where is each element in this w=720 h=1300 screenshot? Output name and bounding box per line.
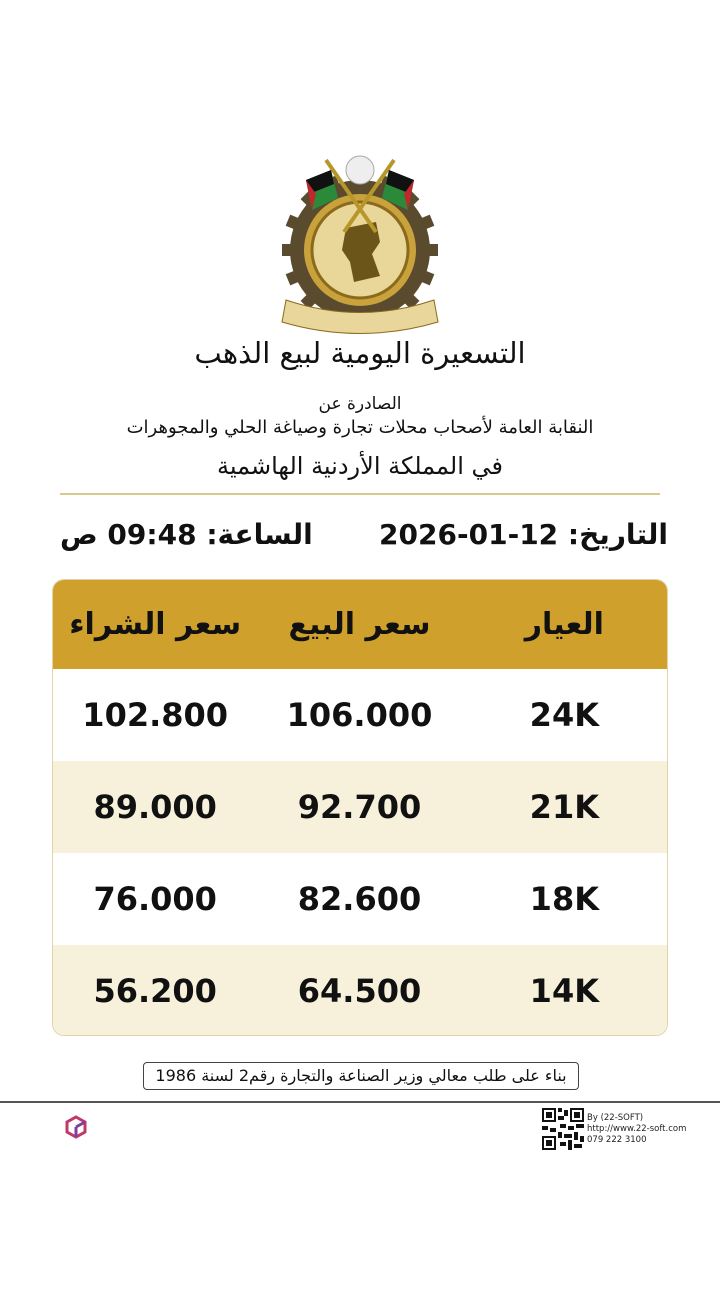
gear-tooth bbox=[416, 268, 435, 286]
buy-cell: 56.200 bbox=[93, 972, 217, 1010]
ministry-note: بناء على طلب معالي وزير الصناعة والتجارة… bbox=[143, 1062, 579, 1090]
date-label: التاريخ: bbox=[567, 518, 668, 551]
karat-cell: 24K bbox=[529, 696, 599, 734]
gear-tooth bbox=[282, 244, 296, 256]
developer-credit: By (22-SOFT) http://www.22-soft.com 079 … bbox=[587, 1113, 686, 1146]
divider bbox=[60, 493, 660, 495]
time-value: 09:48 ص bbox=[60, 518, 197, 551]
buy-cell: 102.800 bbox=[82, 696, 229, 734]
date-field: التاريخ: 12-01-2026 bbox=[379, 518, 668, 551]
table-row: 18K 82.600 76.000 bbox=[53, 853, 667, 945]
syndicate-logo bbox=[281, 155, 439, 334]
karat-cell: 21K bbox=[529, 788, 599, 826]
credit-by: By (22-SOFT) bbox=[587, 1113, 644, 1123]
gear-tooth bbox=[401, 291, 420, 310]
sell-cell: 106.000 bbox=[286, 696, 433, 734]
gear-tooth bbox=[424, 244, 438, 256]
gear-tooth bbox=[285, 214, 304, 232]
gear-tooth bbox=[300, 291, 319, 310]
footer-divider bbox=[0, 1101, 720, 1103]
table-row: 24K 106.000 102.800 bbox=[53, 669, 667, 761]
page-title: التسعيرة اليومية لبيع الذهب bbox=[194, 336, 526, 370]
header-buy: سعر الشراء bbox=[69, 607, 242, 642]
karat-cell: 14K bbox=[529, 972, 599, 1010]
country-name: في المملكة الأردنية الهاشمية bbox=[216, 452, 504, 480]
sell-cell: 64.500 bbox=[297, 972, 422, 1010]
gear-tooth bbox=[285, 268, 304, 286]
sell-cell: 92.700 bbox=[297, 788, 422, 826]
issued-by-label: الصادرة عن bbox=[318, 394, 402, 414]
time-field: الساعة: 09:48 ص bbox=[60, 518, 313, 551]
header-sell: سعر البيع bbox=[288, 607, 431, 642]
sell-cell: 82.600 bbox=[297, 880, 422, 918]
gear-tooth bbox=[416, 214, 435, 232]
header-karat: العيار bbox=[524, 607, 604, 642]
table-header: العيار سعر البيع سعر الشراء bbox=[53, 580, 667, 669]
price-table: العيار سعر البيع سعر الشراء 24K 106.000 … bbox=[52, 579, 668, 1036]
table-row: 14K 64.500 56.200 bbox=[53, 945, 667, 1035]
22soft-logo bbox=[65, 1115, 87, 1139]
buy-cell: 76.000 bbox=[93, 880, 217, 918]
qr-code-icon bbox=[542, 1108, 584, 1150]
karat-cell: 18K bbox=[529, 880, 599, 918]
credit-url[interactable]: http://www.22-soft.com bbox=[587, 1124, 687, 1134]
buy-cell: 89.000 bbox=[93, 788, 217, 826]
organization-name: النقابة العامة لأصحاب محلات تجارة وصياغة… bbox=[126, 417, 594, 438]
time-label: الساعة: bbox=[206, 518, 313, 551]
table-row: 21K 92.700 89.000 bbox=[53, 761, 667, 853]
date-value: 12-01-2026 bbox=[379, 518, 559, 551]
credit-phone: 079 222 3100 bbox=[587, 1135, 647, 1145]
